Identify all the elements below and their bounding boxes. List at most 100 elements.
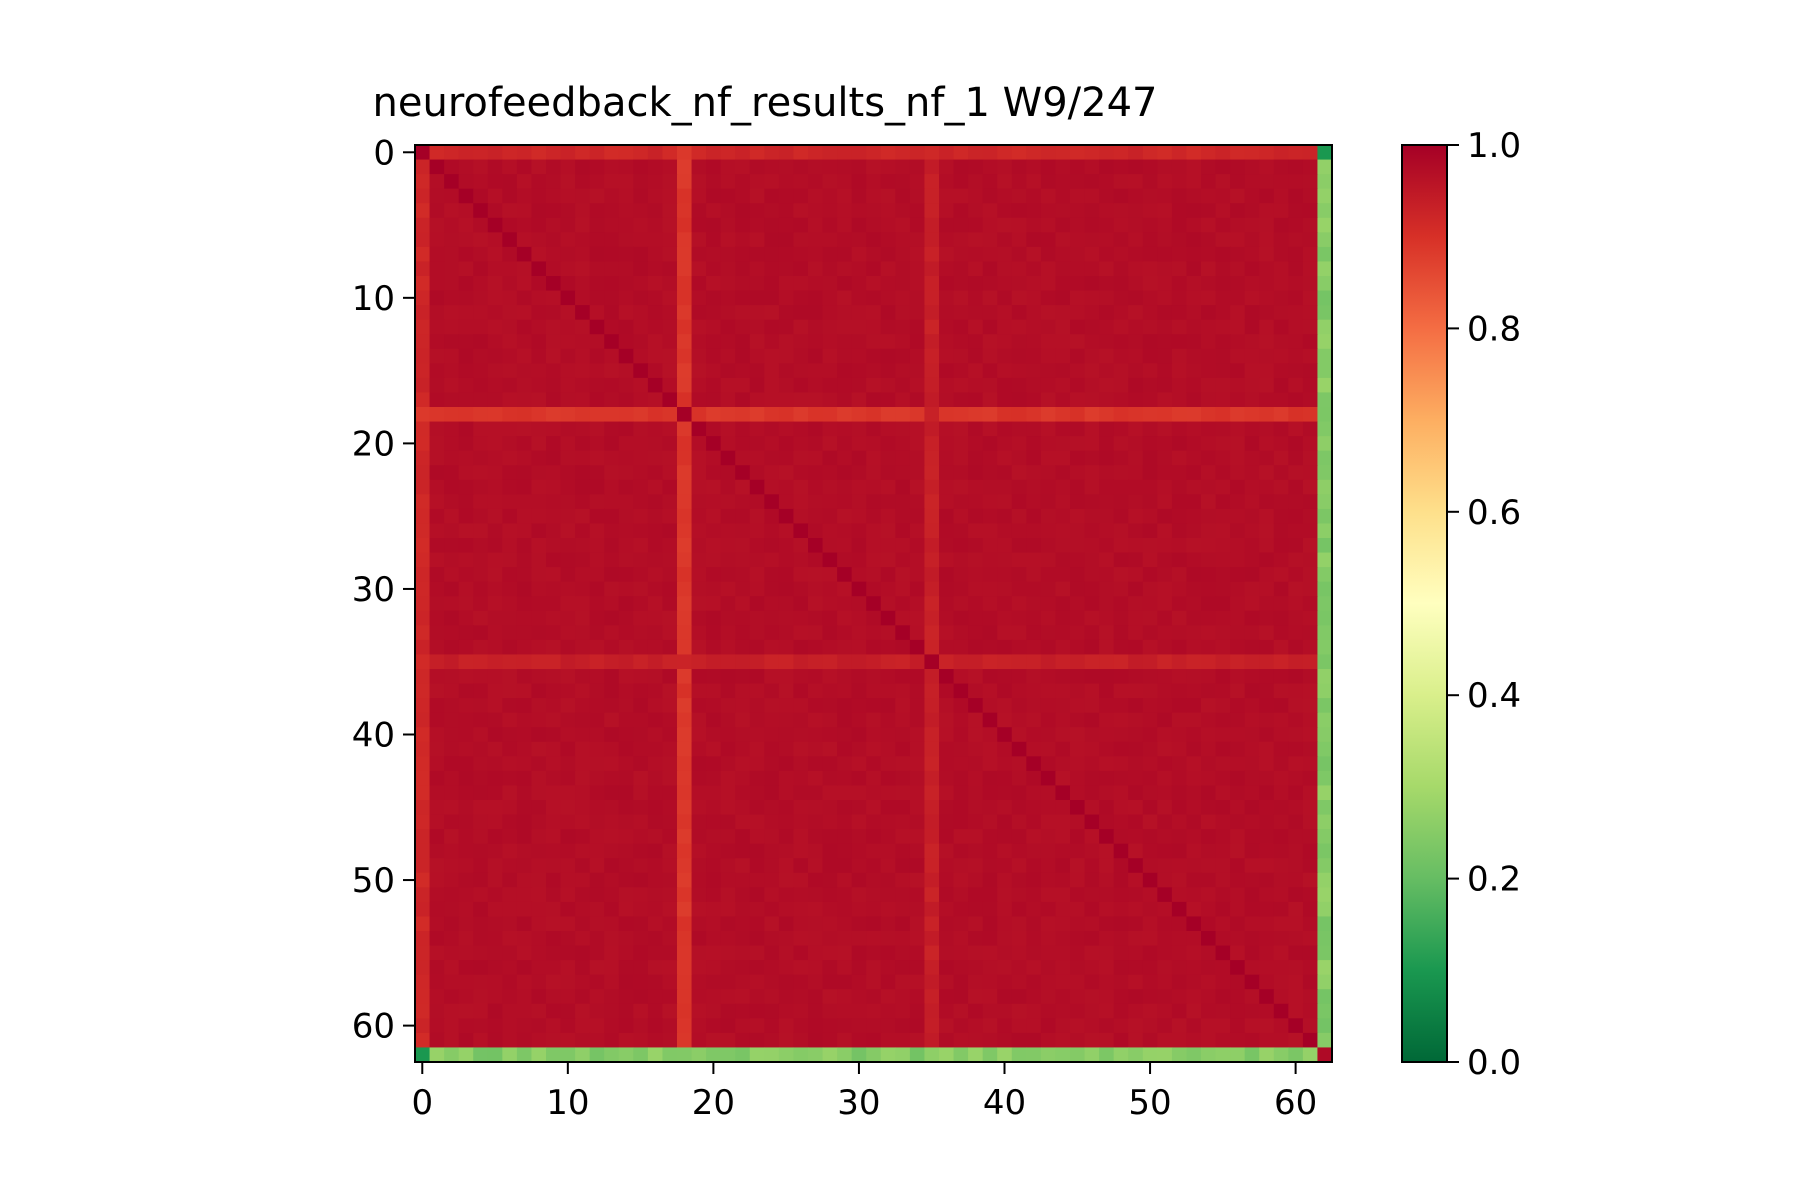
heatmap-cell bbox=[851, 741, 867, 757]
heatmap-cell bbox=[1302, 639, 1319, 656]
heatmap-cell bbox=[749, 901, 765, 918]
heatmap-cell bbox=[1040, 858, 1057, 874]
heatmap-cell bbox=[1288, 276, 1304, 292]
heatmap-cell bbox=[1070, 407, 1086, 423]
heatmap-cell bbox=[633, 960, 649, 976]
heatmap-cell bbox=[458, 523, 474, 539]
heatmap-cell bbox=[764, 741, 780, 757]
heatmap-cell bbox=[1099, 319, 1115, 335]
heatmap-cell bbox=[1171, 698, 1188, 714]
heatmap-cell bbox=[909, 523, 926, 539]
heatmap-cell bbox=[1040, 508, 1057, 525]
heatmap-cell bbox=[502, 334, 518, 350]
heatmap-cell bbox=[1259, 872, 1275, 888]
heatmap-cell bbox=[924, 552, 940, 568]
heatmap-cell bbox=[982, 465, 998, 481]
heatmap-cell bbox=[1011, 276, 1027, 292]
heatmap-cell bbox=[604, 610, 620, 626]
heatmap-cell bbox=[1201, 508, 1217, 525]
heatmap-cell bbox=[473, 610, 489, 626]
heatmap-cell bbox=[720, 392, 736, 408]
heatmap-cell bbox=[1273, 872, 1289, 888]
heatmap-cell bbox=[502, 1018, 518, 1034]
heatmap-cell bbox=[968, 872, 984, 888]
heatmap-cell bbox=[1201, 610, 1217, 626]
heatmap-cell bbox=[749, 494, 765, 510]
heatmap-cell bbox=[1201, 785, 1217, 801]
heatmap-cell bbox=[458, 960, 474, 976]
heatmap-cell bbox=[997, 348, 1013, 364]
heatmap-cell bbox=[677, 625, 693, 641]
heatmap-cell bbox=[895, 203, 911, 219]
heatmap-cell bbox=[982, 698, 998, 714]
heatmap-cell bbox=[473, 479, 489, 495]
heatmap-cell bbox=[604, 785, 620, 801]
heatmap-cell bbox=[706, 1018, 722, 1034]
heatmap-cell bbox=[968, 159, 984, 175]
heatmap-cell bbox=[1273, 581, 1289, 597]
heatmap-cell bbox=[982, 785, 998, 801]
heatmap-cell bbox=[1201, 829, 1217, 845]
heatmap-cell bbox=[458, 494, 474, 510]
heatmap-cell bbox=[444, 770, 460, 787]
heatmap-cell bbox=[546, 145, 562, 161]
heatmap-cell bbox=[851, 800, 867, 816]
heatmap-cell bbox=[1215, 712, 1231, 728]
heatmap-cell bbox=[415, 756, 431, 772]
heatmap-cell bbox=[1113, 276, 1129, 292]
heatmap-cell bbox=[691, 174, 707, 190]
heatmap-cell bbox=[953, 217, 969, 233]
heatmap-cell bbox=[502, 465, 518, 481]
heatmap-cell bbox=[546, 974, 562, 990]
heatmap-cell bbox=[1055, 872, 1071, 888]
heatmap-cell bbox=[1302, 872, 1319, 888]
heatmap-cell bbox=[866, 538, 882, 554]
heatmap-cell bbox=[1026, 625, 1042, 641]
heatmap-cell bbox=[604, 334, 620, 350]
heatmap-cell bbox=[473, 800, 489, 816]
heatmap-cell bbox=[1230, 290, 1246, 306]
heatmap-cell bbox=[1288, 392, 1304, 408]
heatmap-cell bbox=[1055, 407, 1071, 423]
heatmap-cell bbox=[982, 756, 998, 772]
heatmap-cell bbox=[516, 508, 533, 525]
heatmap-cell bbox=[1040, 712, 1057, 728]
heatmap-cell bbox=[1128, 887, 1144, 903]
heatmap-cell bbox=[1026, 610, 1042, 626]
heatmap-cell bbox=[953, 450, 969, 466]
heatmap-cell bbox=[909, 261, 926, 277]
heatmap-cell bbox=[502, 814, 518, 830]
heatmap-cell bbox=[866, 232, 882, 248]
heatmap-cell bbox=[968, 188, 984, 204]
heatmap-cell bbox=[880, 610, 896, 626]
heatmap-cell bbox=[1070, 145, 1086, 161]
heatmap-cell bbox=[516, 625, 533, 641]
heatmap-cell bbox=[1302, 960, 1319, 976]
heatmap-cell bbox=[516, 567, 533, 583]
heatmap-cell bbox=[1026, 829, 1042, 845]
heatmap-cell bbox=[1128, 305, 1144, 321]
heatmap-cell bbox=[415, 174, 431, 190]
heatmap-cell bbox=[1302, 552, 1319, 568]
heatmap-cell bbox=[968, 901, 984, 918]
heatmap-cell bbox=[429, 931, 445, 947]
heatmap-cell bbox=[487, 712, 503, 728]
heatmap-cell bbox=[764, 887, 780, 903]
heatmap-cell bbox=[1026, 654, 1042, 670]
heatmap-cell bbox=[1055, 989, 1071, 1005]
heatmap-cell bbox=[880, 785, 896, 801]
heatmap-cell bbox=[604, 188, 620, 204]
heatmap-cell bbox=[458, 567, 474, 583]
heatmap-cell bbox=[808, 1003, 824, 1019]
heatmap-cell bbox=[1099, 800, 1115, 816]
heatmap-cell bbox=[735, 858, 751, 874]
heatmap-cell bbox=[1040, 567, 1057, 583]
heatmap-cell bbox=[720, 479, 736, 495]
heatmap-cell bbox=[764, 712, 780, 728]
heatmap-cell bbox=[1157, 1047, 1173, 1063]
heatmap-cell bbox=[575, 1047, 591, 1063]
heatmap-cell bbox=[997, 974, 1013, 990]
heatmap-cell bbox=[429, 654, 445, 670]
heatmap-cell bbox=[618, 450, 634, 466]
heatmap-cell bbox=[982, 188, 998, 204]
